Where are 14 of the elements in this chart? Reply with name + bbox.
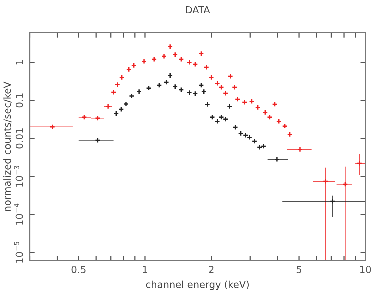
y-tick-label: 0.1 xyxy=(16,94,24,108)
x-tick-label: 0.5 xyxy=(72,266,86,274)
x-tick-label: 10 xyxy=(360,266,372,274)
chart-title: DATA xyxy=(186,6,210,14)
x-axis-title: channel energy (keV) xyxy=(146,280,249,290)
y-tick-label: 10$^{−4}$ xyxy=(14,204,24,225)
y-tick-label: 1 xyxy=(16,60,24,65)
y-tick-label: 10$^{−3}$ xyxy=(14,166,24,187)
y-tick-label: 10$^{−5}$ xyxy=(14,242,24,263)
y-axis-title: normalized counts/sec/keV xyxy=(4,82,12,212)
x-tick-label: 2 xyxy=(209,266,214,274)
x-tick-label: 1 xyxy=(143,266,148,274)
x-tick-label: 5 xyxy=(296,266,302,274)
y-tick-label: 0.01 xyxy=(16,128,24,149)
